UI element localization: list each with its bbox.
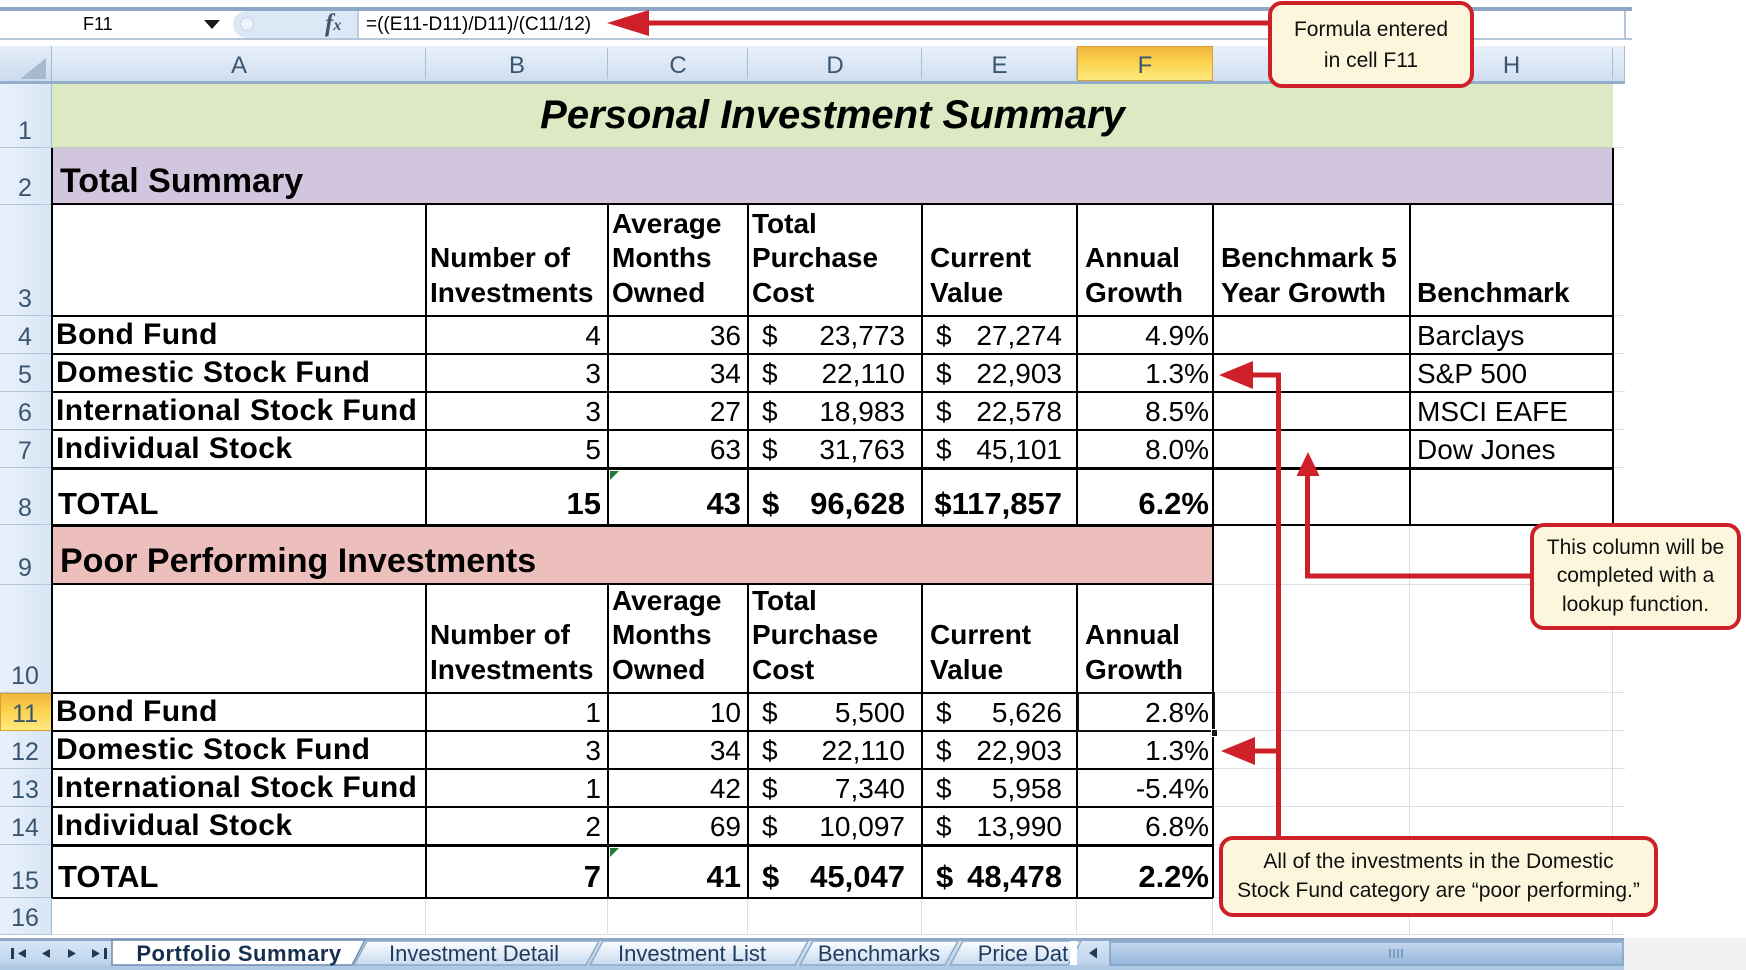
svg-text:Investment List: Investment List bbox=[618, 941, 766, 966]
svg-text:Investment Detail: Investment Detail bbox=[389, 941, 559, 966]
svg-text:Portfolio Summary: Portfolio Summary bbox=[136, 941, 342, 966]
svg-text:Benchmarks: Benchmarks bbox=[818, 941, 940, 966]
svg-text:Price Dat: Price Dat bbox=[978, 941, 1068, 966]
